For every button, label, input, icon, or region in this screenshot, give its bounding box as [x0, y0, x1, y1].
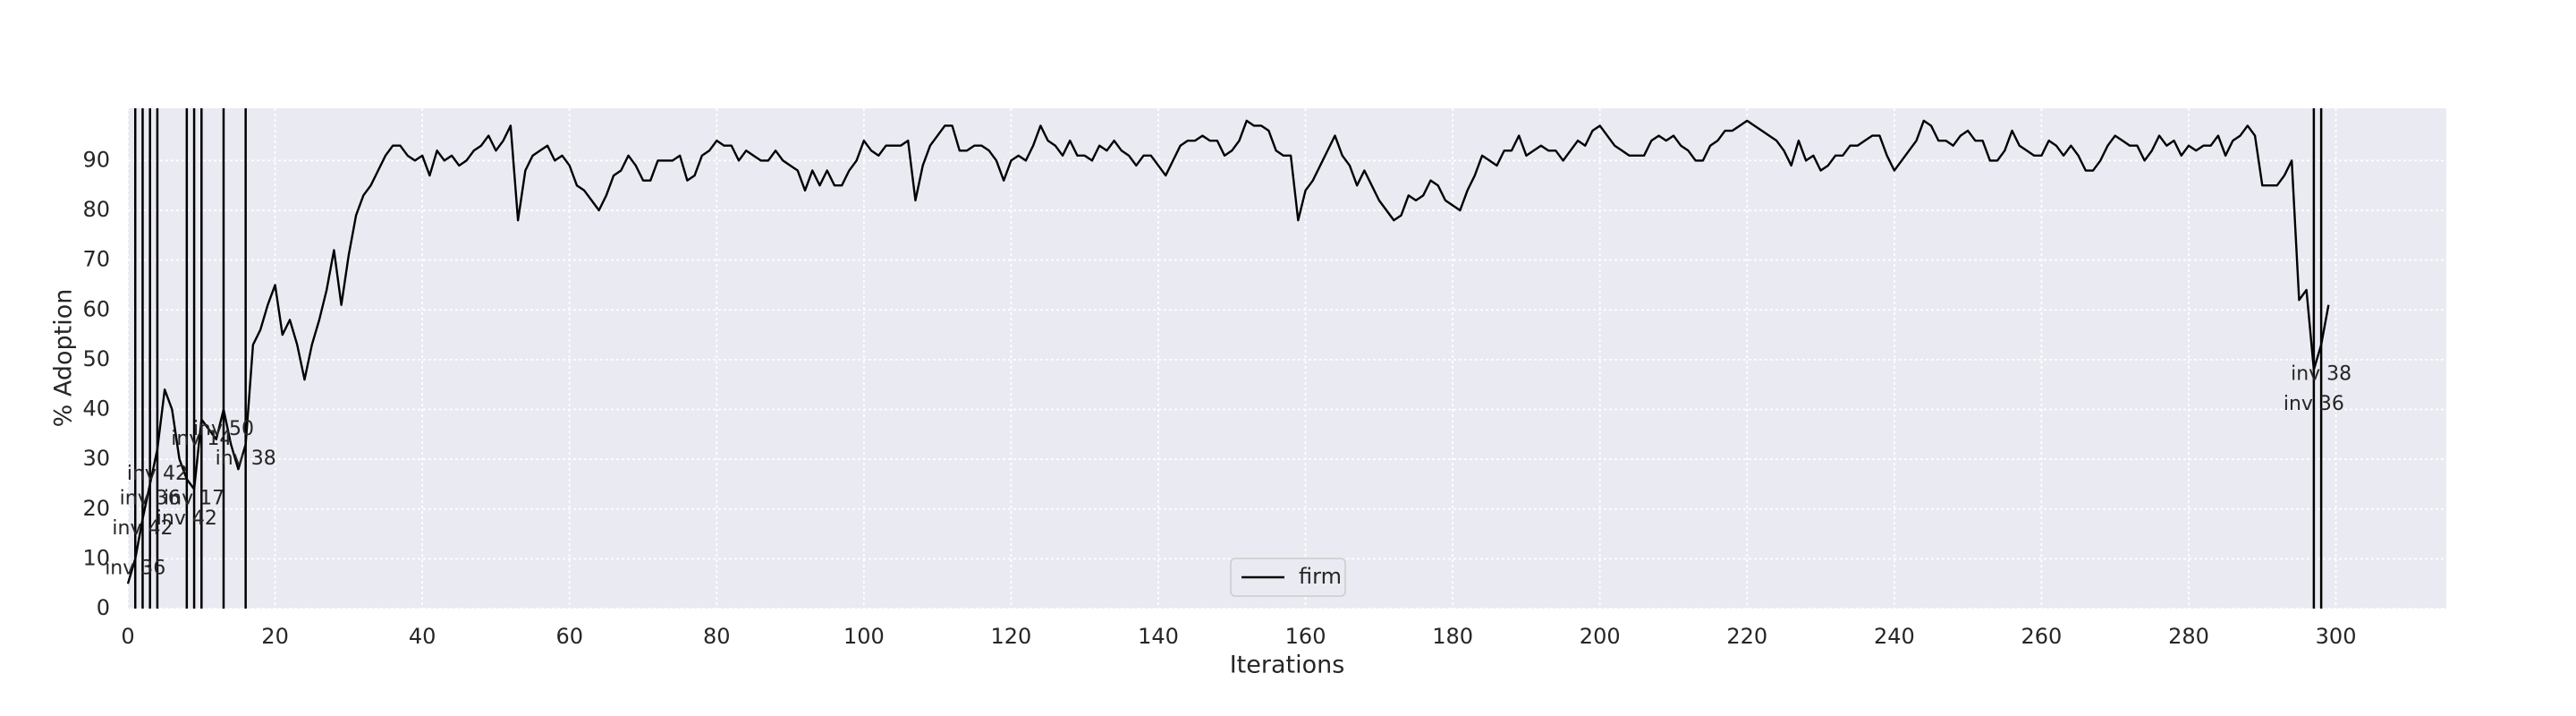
legend-label: firm [1299, 564, 1342, 589]
x-axis-label: Iterations [1230, 652, 1345, 679]
annotation: inv 42 [157, 507, 217, 530]
x-tick-label: 300 [2316, 624, 2357, 649]
x-tick-label: 80 [703, 624, 731, 649]
annotation: inv 42 [112, 517, 173, 540]
y-tick-label: 80 [82, 197, 110, 222]
x-tick-label: 160 [1285, 624, 1326, 649]
plot-background [128, 108, 2446, 609]
annotation: inv 17 [164, 488, 225, 510]
y-tick-label: 90 [82, 147, 110, 172]
x-tick-label: 240 [1874, 624, 1915, 649]
x-tick-label: 100 [843, 624, 885, 649]
annotation: inv 50 [193, 418, 254, 440]
x-tick-label: 20 [261, 624, 289, 649]
y-axis-label: % Adoption [50, 289, 78, 428]
x-tick-label: 280 [2168, 624, 2209, 649]
annotation: inv 36 [105, 558, 165, 580]
x-tick-label: 40 [409, 624, 436, 649]
x-tick-label: 180 [1432, 624, 1473, 649]
y-tick-label: 60 [82, 296, 110, 321]
x-tick-label: 60 [555, 624, 583, 649]
y-tick-label: 20 [82, 496, 110, 521]
y-tick-label: 70 [82, 247, 110, 272]
x-tick-label: 260 [2021, 624, 2063, 649]
x-tick-label: 220 [1726, 624, 1767, 649]
annotation: inv 38 [216, 448, 276, 470]
series-line [126, 119, 2330, 584]
y-tick-label: 0 [97, 595, 110, 620]
x-tick-label: 200 [1580, 624, 1621, 649]
x-tick-label: 140 [1138, 624, 1179, 649]
legend-box [1230, 558, 1346, 597]
annotation: inv 38 [2291, 363, 2351, 386]
legend: firm [1230, 558, 1346, 597]
annotation: inv 42 [127, 463, 188, 485]
annotation: inv 36 [2284, 393, 2344, 415]
annotation: inv 14 [171, 428, 232, 450]
y-tick-label: 10 [82, 545, 110, 570]
y-tick-label: 50 [82, 346, 110, 371]
annotation: inv 36 [120, 488, 181, 510]
y-tick-label: 30 [82, 446, 110, 471]
x-tick-label: 0 [121, 624, 134, 649]
y-tick-label: 40 [82, 396, 110, 422]
x-tick-label: 120 [991, 624, 1032, 649]
